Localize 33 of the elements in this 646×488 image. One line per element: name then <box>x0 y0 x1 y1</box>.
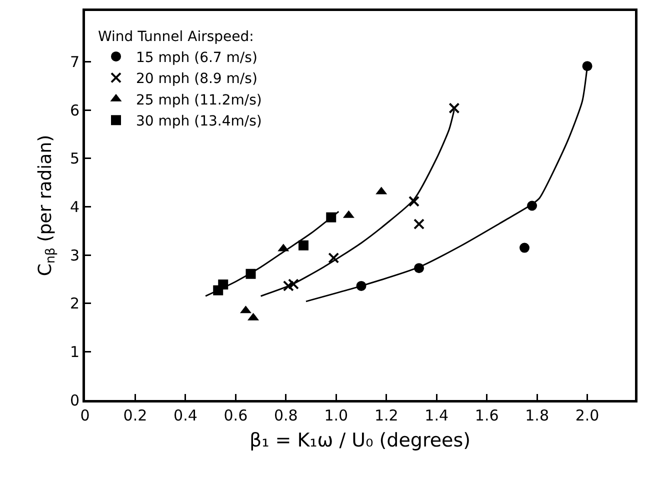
x-tick-label: 0.8 <box>274 406 298 424</box>
y-tick-label: 4 <box>70 198 80 216</box>
y-tick-label: 6 <box>70 101 80 120</box>
legend-label: 30 mph (13.4m/s) <box>136 114 262 130</box>
legend-label: 20 mph (8.9 m/s) <box>136 71 258 88</box>
line-series <box>204 210 340 297</box>
point <box>298 240 308 250</box>
x-tick-label: 0.6 <box>224 406 248 424</box>
x-tick-label: 1.0 <box>324 406 348 424</box>
y-tick-label: 7 <box>70 52 80 71</box>
x-tick-label: 0.4 <box>174 406 198 424</box>
legend-label: 25 mph (11.2m/s) <box>136 92 262 108</box>
x-tick-label: 1.4 <box>424 406 449 424</box>
point <box>520 242 530 253</box>
y-tick-label: 3 <box>70 246 80 264</box>
legend-title: Wind Tunnel Airspeed: <box>98 28 254 45</box>
point <box>328 252 340 264</box>
x-tick-label: 0.2 <box>123 406 148 424</box>
point <box>282 280 294 292</box>
x-tick-label: 1.8 <box>525 406 549 424</box>
x-axis-title: β₁ = K₁ω / U₀ (degrees) <box>249 430 471 452</box>
point <box>414 218 425 230</box>
x-tick-label: 2.0 <box>575 406 600 424</box>
y-tick-label: 5 <box>70 150 80 168</box>
point <box>288 278 299 290</box>
y-tick-label: 0 <box>70 391 80 410</box>
x-tick-label: 1.2 <box>374 406 398 424</box>
y-tick-label: 2 <box>70 294 80 313</box>
point <box>408 196 420 207</box>
x-tick-label: 1.6 <box>474 406 499 424</box>
y-tick-label: 1 <box>70 342 80 361</box>
point <box>448 102 460 114</box>
legend-label: 15 mph (6.7 m/s) <box>136 50 258 66</box>
